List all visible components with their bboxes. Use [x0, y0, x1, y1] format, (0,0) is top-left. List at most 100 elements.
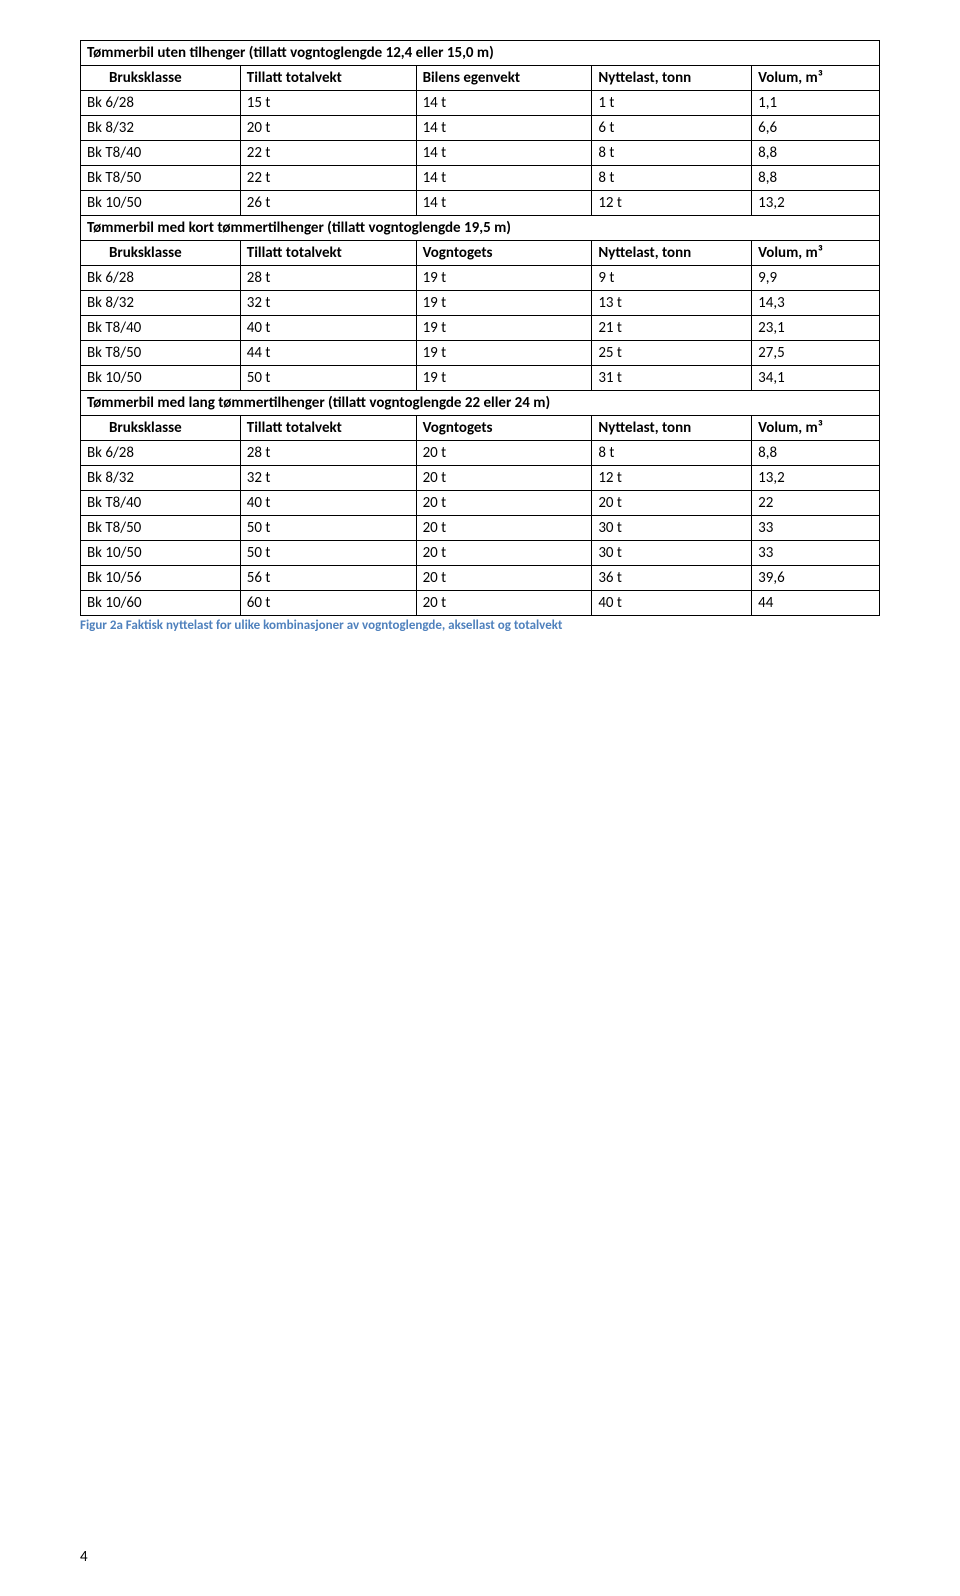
table-cell: 22 t [240, 141, 416, 166]
table-cell: 19 t [416, 366, 592, 391]
table-cell: 1 t [592, 91, 752, 116]
table-cell: 39,6 [752, 566, 880, 591]
table-cell: 9 t [592, 266, 752, 291]
table-row: Bk 10/5026 t14 t12 t13,2 [81, 191, 880, 216]
column-header: Vogntogets [416, 241, 592, 266]
table-row: Bk T8/5022 t14 t8 t8,8 [81, 166, 880, 191]
table-cell: Bk T8/50 [81, 516, 241, 541]
table-cell: Bk 10/50 [81, 366, 241, 391]
table-cell: 13,2 [752, 191, 880, 216]
table-row: Bk 8/3220 t14 t6 t6,6 [81, 116, 880, 141]
table-row: Bk T8/4040 t20 t20 t22 [81, 491, 880, 516]
table-cell: 14 t [416, 166, 592, 191]
table-cell: 14 t [416, 141, 592, 166]
table-cell: Bk 10/60 [81, 591, 241, 616]
table-cell: 40 t [240, 316, 416, 341]
table-cell: 8,8 [752, 141, 880, 166]
table-cell: 20 t [416, 516, 592, 541]
table-cell: 40 t [592, 591, 752, 616]
table-cell: 6,6 [752, 116, 880, 141]
table-cell: 14 t [416, 91, 592, 116]
table-cell: 32 t [240, 291, 416, 316]
section-title: Tømmerbil med lang tømmertilhenger (till… [81, 391, 880, 416]
table-cell: 32 t [240, 466, 416, 491]
section-title-row: Tømmerbil uten tilhenger (tillatt vognto… [81, 41, 880, 66]
table-row: Bk 10/5656 t20 t36 t39,6 [81, 566, 880, 591]
section-title-row: Tømmerbil med lang tømmertilhenger (till… [81, 391, 880, 416]
table-cell: 20 t [240, 116, 416, 141]
table-cell: Bk 8/32 [81, 291, 241, 316]
figure-caption: Figur 2a Faktisk nyttelast for ulike kom… [80, 618, 880, 633]
data-tables: Tømmerbil uten tilhenger (tillatt vognto… [80, 40, 880, 616]
column-header: Tillatt totalvekt [240, 66, 416, 91]
table-cell: Bk T8/40 [81, 141, 241, 166]
table-cell: Bk 10/50 [81, 541, 241, 566]
table-cell: 44 [752, 591, 880, 616]
column-header: Bruksklasse [81, 416, 241, 441]
table-cell: Bk T8/50 [81, 341, 241, 366]
table-cell: 23,1 [752, 316, 880, 341]
table-cell: 12 t [592, 466, 752, 491]
table-cell: 20 t [416, 441, 592, 466]
column-header: Nyttelast, tonn [592, 66, 752, 91]
column-header: Tillatt totalvekt [240, 416, 416, 441]
table-cell: 8,8 [752, 166, 880, 191]
table-cell: 13 t [592, 291, 752, 316]
table-cell: 28 t [240, 266, 416, 291]
table-cell: 56 t [240, 566, 416, 591]
table-cell: Bk 6/28 [81, 91, 241, 116]
table-row: Bk 10/5050 t19 t31 t34,1 [81, 366, 880, 391]
table-cell: 28 t [240, 441, 416, 466]
table-row: Bk 10/5050 t20 t30 t33 [81, 541, 880, 566]
table-cell: 13,2 [752, 466, 880, 491]
table-row: Bk T8/5044 t19 t25 t27,5 [81, 341, 880, 366]
table-row: Bk 6/2815 t14 t1 t1,1 [81, 91, 880, 116]
table-cell: 36 t [592, 566, 752, 591]
table-cell: Bk T8/40 [81, 316, 241, 341]
table-cell: 26 t [240, 191, 416, 216]
table-cell: 8,8 [752, 441, 880, 466]
table-cell: 50 t [240, 516, 416, 541]
table-cell: 27,5 [752, 341, 880, 366]
table-header-row: BruksklasseTillatt totalvektVogntogetsNy… [81, 416, 880, 441]
table-cell: 19 t [416, 341, 592, 366]
table-cell: 44 t [240, 341, 416, 366]
section-title: Tømmerbil med kort tømmertilhenger (till… [81, 216, 880, 241]
table-cell: Bk 8/32 [81, 116, 241, 141]
table-cell: 22 t [240, 166, 416, 191]
table-cell: Bk 6/28 [81, 266, 241, 291]
column-header: Tillatt totalvekt [240, 241, 416, 266]
table-cell: 20 t [416, 491, 592, 516]
table-cell: 40 t [240, 491, 416, 516]
table-cell: 25 t [592, 341, 752, 366]
column-header: Volum, m³ [752, 241, 880, 266]
section-title: Tømmerbil uten tilhenger (tillatt vognto… [81, 41, 880, 66]
table-cell: Bk T8/40 [81, 491, 241, 516]
column-header: Bilens egenvekt [416, 66, 592, 91]
table-cell: Bk 10/56 [81, 566, 241, 591]
table-row: Bk T8/4040 t19 t21 t23,1 [81, 316, 880, 341]
table-cell: 8 t [592, 441, 752, 466]
table-cell: 15 t [240, 91, 416, 116]
table-cell: 33 [752, 516, 880, 541]
table-cell: 14 t [416, 116, 592, 141]
table-cell: 30 t [592, 541, 752, 566]
table-row: Bk 6/2828 t19 t9 t9,9 [81, 266, 880, 291]
table-cell: Bk 8/32 [81, 466, 241, 491]
table-row: Bk T8/4022 t14 t8 t8,8 [81, 141, 880, 166]
table-header-row: BruksklasseTillatt totalvektVogntogetsNy… [81, 241, 880, 266]
table-cell: 20 t [416, 466, 592, 491]
table-cell: Bk 10/50 [81, 191, 241, 216]
column-header: Vogntogets [416, 416, 592, 441]
table-cell: 50 t [240, 541, 416, 566]
column-header: Nyttelast, tonn [592, 416, 752, 441]
column-header: Volum, m³ [752, 66, 880, 91]
table-row: Bk T8/5050 t20 t30 t33 [81, 516, 880, 541]
table-row: Bk 6/2828 t20 t8 t8,8 [81, 441, 880, 466]
table-cell: 19 t [416, 266, 592, 291]
table-cell: 1,1 [752, 91, 880, 116]
table-cell: 12 t [592, 191, 752, 216]
table-cell: 19 t [416, 291, 592, 316]
table-cell: Bk T8/50 [81, 166, 241, 191]
table-row: Bk 8/3232 t20 t12 t13,2 [81, 466, 880, 491]
